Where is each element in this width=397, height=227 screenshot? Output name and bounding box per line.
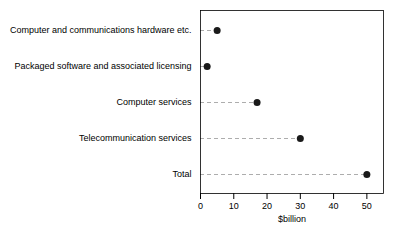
- svg-text:Telecommunication services: Telecommunication services: [79, 133, 192, 143]
- svg-text:10: 10: [229, 201, 239, 211]
- svg-text:$billion: $billion: [278, 214, 306, 224]
- svg-text:Computer services: Computer services: [116, 97, 192, 107]
- svg-text:Total: Total: [172, 169, 191, 179]
- svg-text:40: 40: [329, 201, 339, 211]
- svg-text:50: 50: [362, 201, 372, 211]
- svg-text:0: 0: [198, 201, 203, 211]
- svg-text:Computer and communications ha: Computer and communications hardware etc…: [10, 25, 192, 35]
- svg-text:Packaged software and associat: Packaged software and associated licensi…: [14, 61, 191, 71]
- svg-text:20: 20: [262, 201, 272, 211]
- svg-text:30: 30: [295, 201, 305, 211]
